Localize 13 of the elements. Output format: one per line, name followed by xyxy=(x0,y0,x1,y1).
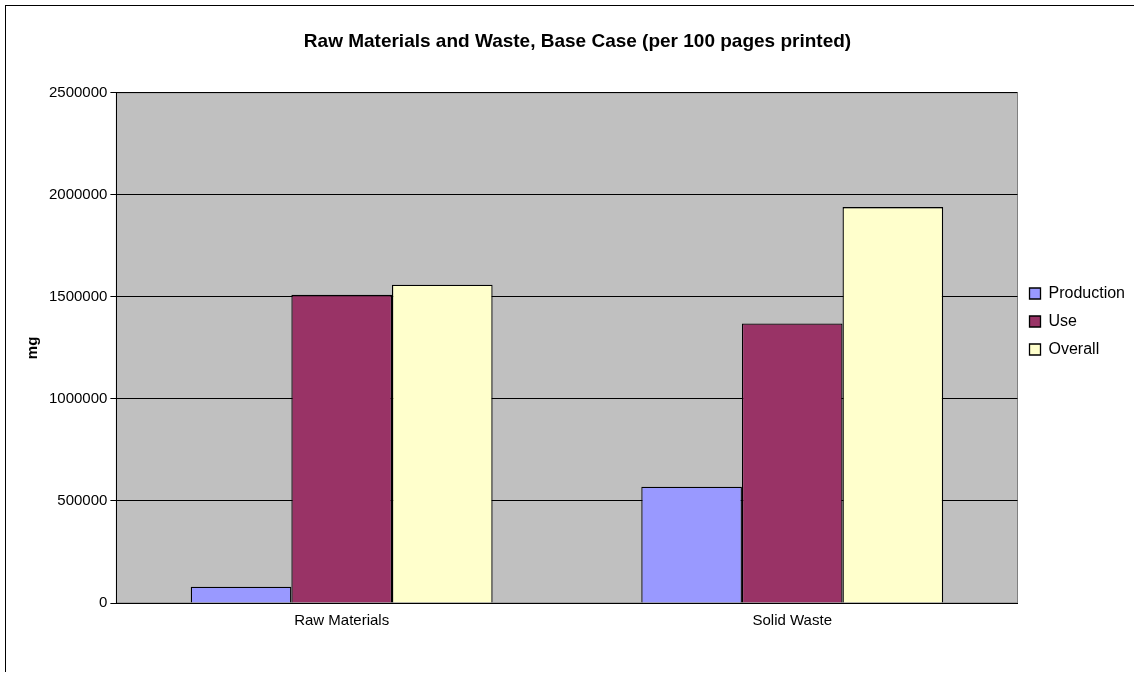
legend-label: Production xyxy=(1048,283,1126,301)
legend-label: Overall xyxy=(1048,339,1100,357)
chart-title: Raw Materials and Waste, Base Case (per 100 pages printed) xyxy=(303,29,852,51)
y-axis-title: mg xyxy=(23,336,41,360)
y-tick-label: 2000000 xyxy=(48,184,108,202)
y-tick-label: 500000 xyxy=(57,491,108,509)
y-tick-label: 1000000 xyxy=(48,389,108,407)
legend-label: Use xyxy=(1048,311,1078,329)
y-tick-label: 0 xyxy=(99,593,108,611)
y-tick-label: 2500000 xyxy=(48,82,108,100)
y-tick-label: 1500000 xyxy=(48,287,108,305)
x-tick-label: Raw Materials xyxy=(294,611,390,629)
x-tick-label: Solid Waste xyxy=(752,611,832,629)
